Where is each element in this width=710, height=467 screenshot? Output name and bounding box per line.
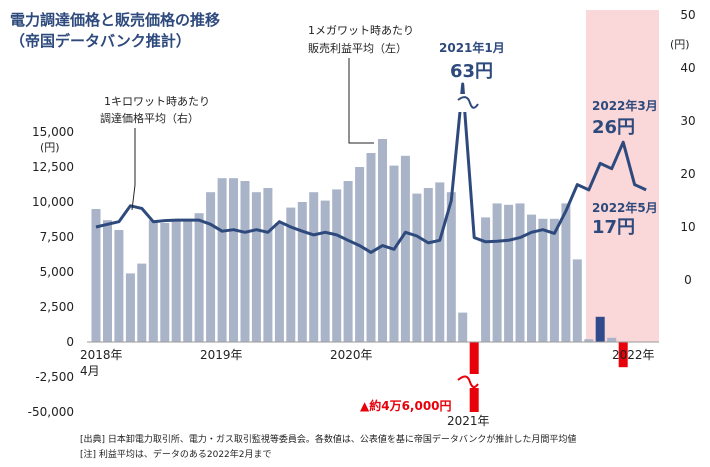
bar [206, 192, 216, 342]
bar-series [91, 139, 617, 342]
bar [607, 337, 617, 342]
left-tick-label: 0 [66, 335, 74, 349]
negative-bars [469, 342, 628, 412]
mwh-callout-line1: 1メガワット時あたり [308, 24, 414, 37]
right-tick-label: 30 [680, 114, 695, 128]
axis-break-top [455, 94, 479, 112]
left-tick-label: 5,000 [40, 265, 74, 279]
bar [148, 220, 158, 342]
right-tick-label: 40 [680, 61, 695, 75]
footnote-note: [注] 利益平均は、データのある2022年2月まで [80, 448, 272, 460]
bar [297, 202, 307, 342]
bar [263, 188, 273, 342]
bar [458, 312, 468, 342]
bar [527, 214, 536, 342]
bar [320, 200, 330, 342]
may2022-value: 17円 [592, 217, 635, 238]
x-label-2019: 2019年 [200, 348, 243, 362]
bar [446, 192, 456, 342]
x-label-2018: 2018年 [80, 348, 123, 362]
left-tick-label: -2,500 [35, 370, 74, 384]
left-axis-ticks: 15,000 12,500 10,000 7,500 5,000 2,500 0 -2,500… [28, 125, 74, 419]
bar [584, 339, 594, 342]
chart-subtitle: （帝国データバンク推計） [10, 32, 191, 50]
bar [332, 189, 342, 342]
bar [412, 193, 422, 342]
bar [217, 178, 227, 342]
kwh-callout-line2: 調達価格平均（右） [100, 111, 199, 125]
left-tick-label: 2,500 [40, 300, 74, 314]
bar [595, 316, 605, 342]
chart-title: 電力調達価格と販売価格の推移 [10, 11, 220, 29]
bar [286, 207, 296, 342]
bar [515, 203, 525, 342]
left-axis-unit: (円) [40, 141, 60, 154]
bar [366, 153, 376, 342]
left-tick-label-break: -50,000 [28, 405, 74, 419]
bar [538, 218, 548, 342]
mwh-callout-leader [348, 58, 374, 144]
bar [378, 139, 387, 342]
bar [400, 155, 410, 342]
jan2021-label: 2021年1月 [439, 40, 505, 55]
bar [137, 263, 147, 342]
bar [355, 167, 365, 342]
bar [618, 342, 628, 368]
bar [423, 188, 433, 342]
bar [504, 204, 514, 342]
right-tick-label: 50 [680, 8, 695, 22]
loss-label: ▲約4万6,000円 [360, 398, 452, 413]
x-label-2021: 2021年 [447, 414, 490, 428]
mar2022-label: 2022年3月 [592, 98, 658, 113]
axis-break-bottom [455, 374, 479, 388]
bar [492, 203, 502, 342]
left-tick-label: 12,500 [32, 160, 74, 174]
bar [309, 192, 319, 342]
bar [183, 218, 193, 342]
left-tick-label: 10,000 [32, 195, 74, 209]
bar [435, 182, 445, 342]
bar [240, 181, 250, 342]
bar [389, 165, 399, 342]
shaded-2022-region [586, 10, 659, 342]
kwh-callout-leader [131, 128, 136, 211]
bar [194, 213, 204, 342]
bar [343, 181, 353, 342]
may2022-label: 2022年5月 [592, 200, 658, 215]
left-tick-label: 7,500 [40, 230, 74, 244]
footnote-source: [出典] 日本卸電力取引所、電力・ガス取引監視等委員会。各数値は、公表値を基に帝… [80, 433, 576, 445]
bar [481, 217, 491, 342]
bar [114, 230, 124, 342]
mar2022-value: 26円 [592, 117, 635, 138]
bar [251, 192, 261, 342]
line-series [95, 82, 647, 254]
bar [274, 223, 284, 342]
bar [171, 220, 181, 342]
right-tick-label: 20 [680, 167, 695, 181]
bar [572, 259, 582, 342]
bar [160, 223, 170, 342]
mwh-callout-line2: 販売利益平均（左） [308, 41, 407, 55]
bar [229, 178, 238, 342]
bar [103, 220, 112, 342]
right-tick-label: 10 [680, 220, 695, 234]
bar [91, 209, 101, 342]
bar [561, 203, 571, 342]
bar [549, 218, 559, 342]
x-label-apr: 4月 [80, 364, 100, 378]
x-label-2020: 2020年 [330, 348, 373, 362]
kwh-callout-line1: 1キロワット時あたり [104, 95, 210, 108]
right-tick-label: 0 [684, 273, 692, 287]
left-tick-label: 15,000 [32, 125, 74, 139]
x-label-2022: 2022年 [612, 348, 655, 362]
bar [125, 273, 135, 342]
right-axis-unit: (円) [670, 38, 690, 51]
jan2021-value: 63円 [450, 61, 493, 82]
right-axis-ticks: 706050403020100 [680, 8, 695, 287]
